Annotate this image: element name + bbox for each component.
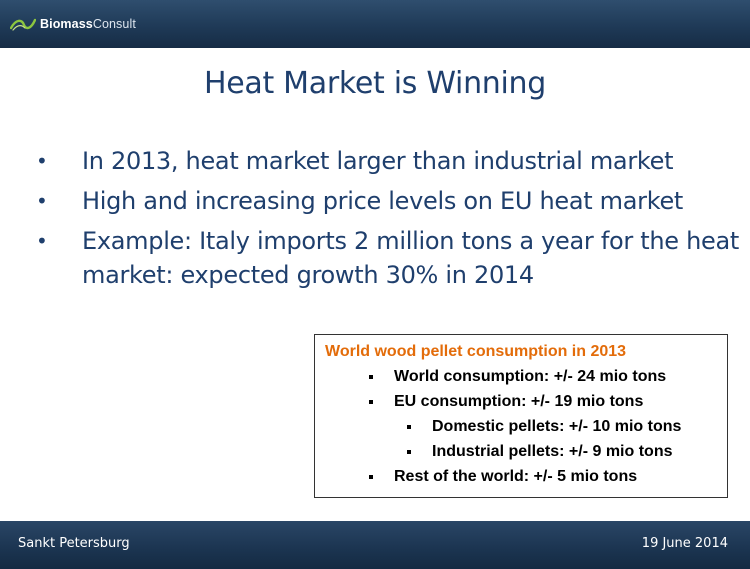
bullet-item: • High and increasing price levels on EU… bbox=[36, 184, 748, 218]
info-box-list: World consumption: +/- 24 mio tons EU co… bbox=[325, 364, 717, 489]
brand-logo: BiomassConsult bbox=[10, 13, 136, 35]
bullet-list: • In 2013, heat market larger than indus… bbox=[36, 144, 748, 298]
header-bar: BiomassConsult bbox=[0, 0, 750, 48]
square-bullet-icon bbox=[369, 400, 373, 404]
pellet-consumption-box: World wood pellet consumption in 2013 Wo… bbox=[314, 334, 728, 498]
info-item-text: EU consumption: +/- 19 mio tons bbox=[394, 393, 644, 410]
info-list-item: Rest of the world: +/- 5 mio tons bbox=[325, 464, 717, 489]
info-list-item: EU consumption: +/- 19 mio tons bbox=[325, 389, 717, 414]
footer-location: Sankt Petersburg bbox=[18, 536, 130, 551]
slide-title: Heat Market is Winning bbox=[203, 66, 547, 101]
bullet-text: Example: Italy imports 2 million tons a … bbox=[82, 227, 739, 289]
info-item-text: World consumption: +/- 24 mio tons bbox=[394, 368, 667, 385]
bullet-marker: • bbox=[36, 149, 48, 173]
info-list-subitem: Industrial pellets: +/- 9 mio tons bbox=[325, 439, 717, 464]
info-item-text: Industrial pellets: +/- 9 mio tons bbox=[432, 443, 673, 460]
info-list-subitem: Domestic pellets: +/- 10 mio tons bbox=[325, 414, 717, 439]
brand-name: BiomassConsult bbox=[40, 17, 136, 31]
square-bullet-icon bbox=[407, 425, 411, 429]
info-item-text: Domestic pellets: +/- 10 mio tons bbox=[432, 418, 682, 435]
square-bullet-icon bbox=[369, 475, 373, 479]
bullet-marker: • bbox=[36, 229, 48, 253]
info-box-title: World wood pellet consumption in 2013 bbox=[325, 343, 627, 360]
square-bullet-icon bbox=[407, 450, 411, 454]
footer-date: 19 June 2014 bbox=[641, 536, 728, 551]
info-item-text: Rest of the world: +/- 5 mio tons bbox=[394, 468, 638, 485]
bullet-text: High and increasing price levels on EU h… bbox=[82, 187, 684, 215]
bullet-item: • In 2013, heat market larger than indus… bbox=[36, 144, 748, 178]
brand-name-bold: Biomass bbox=[40, 17, 93, 31]
square-bullet-icon bbox=[369, 375, 373, 379]
bullet-item: • Example: Italy imports 2 million tons … bbox=[36, 224, 748, 292]
brand-name-light: Consult bbox=[92, 17, 136, 31]
bullet-marker: • bbox=[36, 189, 48, 213]
footer-bar: Sankt Petersburg 19 June 2014 bbox=[0, 521, 750, 569]
leaf-swoosh-icon bbox=[10, 18, 36, 31]
info-list-item: World consumption: +/- 24 mio tons bbox=[325, 364, 717, 389]
bullet-text: In 2013, heat market larger than industr… bbox=[82, 147, 674, 175]
